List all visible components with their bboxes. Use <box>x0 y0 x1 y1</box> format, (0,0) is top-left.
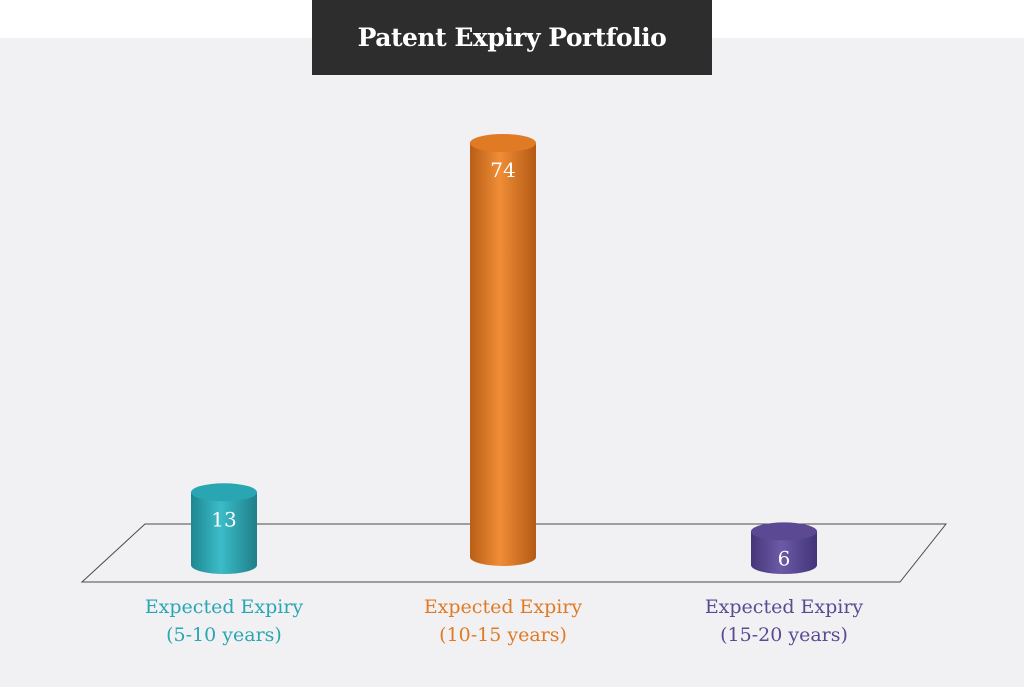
bars-group: 13 74 6 <box>191 134 817 574</box>
bar-top <box>191 483 257 502</box>
chart-floor <box>80 523 948 583</box>
category-label: (10-15 years) <box>439 624 567 646</box>
chart-title: Patent Expiry Portfolio <box>312 0 712 75</box>
bar-body <box>470 143 536 566</box>
bar-0: 13 <box>191 483 257 574</box>
category-label: Expected Expiry <box>145 596 304 618</box>
bar-top <box>751 522 817 541</box>
bar-body <box>751 531 817 574</box>
category-labels: Expected Expiry (5-10 years) Expected Expi… <box>145 596 864 646</box>
category-label: Expected Expiry <box>424 596 583 618</box>
bar-body <box>191 492 257 574</box>
bar-top <box>470 134 536 152</box>
category-label: (5-10 years) <box>166 624 282 646</box>
bar-1: 74 <box>470 134 536 566</box>
value-label: 13 <box>211 507 236 531</box>
bar-2: 6 <box>751 522 817 574</box>
value-label: 74 <box>490 158 515 182</box>
category-label: (15-20 years) <box>720 624 848 646</box>
category-label: Expected Expiry <box>705 596 864 618</box>
value-label: 6 <box>778 546 791 570</box>
